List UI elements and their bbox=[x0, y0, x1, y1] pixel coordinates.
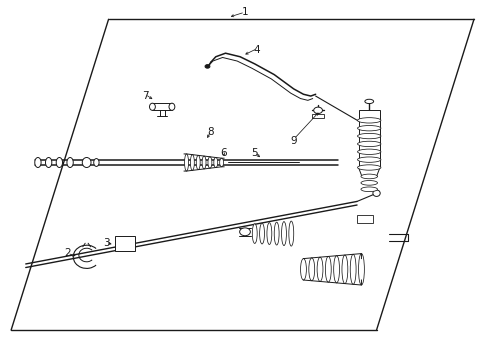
Ellipse shape bbox=[56, 157, 63, 167]
Ellipse shape bbox=[202, 156, 206, 169]
Ellipse shape bbox=[205, 64, 210, 68]
Text: 2: 2 bbox=[64, 248, 71, 258]
Ellipse shape bbox=[365, 99, 374, 104]
FancyBboxPatch shape bbox=[152, 103, 172, 111]
Ellipse shape bbox=[373, 190, 380, 197]
Ellipse shape bbox=[358, 141, 381, 147]
Ellipse shape bbox=[334, 256, 340, 283]
FancyBboxPatch shape bbox=[312, 114, 324, 118]
Ellipse shape bbox=[67, 157, 73, 167]
Ellipse shape bbox=[350, 254, 356, 284]
Ellipse shape bbox=[185, 154, 189, 171]
Ellipse shape bbox=[191, 155, 195, 170]
FancyBboxPatch shape bbox=[115, 237, 135, 251]
Ellipse shape bbox=[169, 103, 175, 111]
Ellipse shape bbox=[35, 157, 41, 167]
Ellipse shape bbox=[240, 228, 250, 236]
Text: 7: 7 bbox=[142, 91, 148, 101]
Ellipse shape bbox=[358, 118, 381, 123]
Text: 3: 3 bbox=[103, 238, 109, 248]
Text: 1: 1 bbox=[242, 7, 248, 17]
Ellipse shape bbox=[289, 221, 294, 246]
Ellipse shape bbox=[149, 103, 155, 111]
Ellipse shape bbox=[267, 223, 272, 244]
Ellipse shape bbox=[300, 258, 306, 280]
Ellipse shape bbox=[317, 257, 323, 282]
Ellipse shape bbox=[325, 256, 331, 282]
Text: 6: 6 bbox=[220, 148, 226, 158]
FancyBboxPatch shape bbox=[357, 215, 373, 223]
Ellipse shape bbox=[342, 255, 348, 284]
Text: 8: 8 bbox=[208, 127, 214, 137]
Ellipse shape bbox=[359, 253, 365, 285]
Text: 9: 9 bbox=[291, 136, 297, 146]
Ellipse shape bbox=[358, 134, 381, 139]
Ellipse shape bbox=[358, 157, 381, 162]
Ellipse shape bbox=[196, 156, 200, 170]
Ellipse shape bbox=[274, 222, 279, 245]
Ellipse shape bbox=[260, 223, 265, 244]
Ellipse shape bbox=[358, 149, 381, 154]
Ellipse shape bbox=[309, 258, 315, 281]
Ellipse shape bbox=[358, 126, 381, 131]
Ellipse shape bbox=[314, 107, 322, 113]
Ellipse shape bbox=[94, 158, 99, 166]
Ellipse shape bbox=[46, 157, 52, 167]
Ellipse shape bbox=[214, 157, 218, 167]
Text: 4: 4 bbox=[254, 45, 261, 55]
Ellipse shape bbox=[220, 158, 223, 167]
Ellipse shape bbox=[282, 222, 287, 246]
Text: 5: 5 bbox=[251, 148, 258, 158]
FancyBboxPatch shape bbox=[359, 111, 380, 167]
Ellipse shape bbox=[252, 224, 257, 243]
Ellipse shape bbox=[361, 174, 377, 179]
Ellipse shape bbox=[82, 157, 91, 167]
Ellipse shape bbox=[208, 157, 212, 168]
Ellipse shape bbox=[361, 180, 377, 185]
Ellipse shape bbox=[358, 165, 381, 170]
Ellipse shape bbox=[361, 187, 377, 192]
